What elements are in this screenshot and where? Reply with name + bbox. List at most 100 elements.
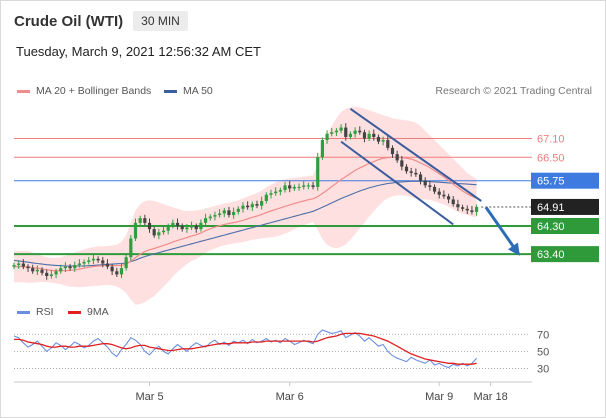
candle <box>302 185 306 187</box>
instrument-title: Crude Oil (WTI) <box>14 12 124 30</box>
candle <box>460 207 465 209</box>
candle <box>147 222 152 230</box>
candle <box>241 205 245 209</box>
rsi-line <box>13 329 478 369</box>
candle <box>246 205 250 208</box>
candle <box>199 222 203 230</box>
candle <box>213 215 217 217</box>
candle <box>470 210 474 212</box>
rsi-ma-swatch <box>68 310 81 314</box>
candle <box>110 266 114 272</box>
bollinger-band <box>14 106 477 305</box>
candle <box>87 260 91 262</box>
candle <box>442 194 446 197</box>
candle <box>101 260 105 264</box>
candle <box>418 174 423 181</box>
candle <box>390 147 395 155</box>
candle <box>143 218 147 223</box>
candle <box>456 204 460 208</box>
candle <box>175 222 180 226</box>
candle <box>423 180 427 186</box>
candle <box>73 265 77 269</box>
candle <box>451 199 455 205</box>
candle <box>339 127 343 131</box>
candle <box>17 263 21 266</box>
level-label-66.50: 66.50 <box>537 152 565 164</box>
candle <box>63 266 67 269</box>
candle <box>222 210 226 214</box>
candle <box>59 268 63 272</box>
ma20-line <box>14 156 477 272</box>
candle <box>49 274 53 276</box>
candle <box>119 268 124 275</box>
rsi-ma-line <box>14 332 477 365</box>
candle <box>348 133 353 137</box>
candle <box>189 226 194 228</box>
timeframe-badge[interactable]: 30 MIN <box>133 11 188 31</box>
level-tag-64.30 <box>531 218 599 234</box>
candle <box>161 230 166 233</box>
candle <box>264 194 268 201</box>
ma20-swatch <box>17 89 30 93</box>
legend-9ma: 9MA <box>68 306 109 318</box>
candle <box>171 222 175 226</box>
channel-line <box>349 107 482 202</box>
level-label-63.40: 63.40 <box>537 249 565 261</box>
candle <box>278 190 282 192</box>
candle <box>54 271 58 275</box>
level-tag-64.91 <box>531 198 599 215</box>
candle <box>358 130 362 133</box>
ma50-line <box>13 180 477 267</box>
forecast-arrow-head <box>508 242 520 256</box>
candle <box>12 265 16 267</box>
candle <box>437 191 441 195</box>
x-tick-label: Mar 9 <box>425 391 453 403</box>
chart-header: Crude Oil (WTI) 30 MIN <box>14 10 188 32</box>
candle <box>475 206 479 212</box>
candle <box>133 222 138 239</box>
ma50-swatch <box>164 89 177 93</box>
candle <box>157 232 161 236</box>
candle <box>250 204 254 208</box>
channel-line <box>340 140 454 226</box>
candle <box>395 154 399 161</box>
candle <box>166 226 170 231</box>
candle <box>362 132 367 139</box>
candle <box>31 268 35 272</box>
candle <box>320 140 324 158</box>
candle <box>208 216 212 219</box>
research-credit: Research © 2021 Trading Central <box>435 85 592 97</box>
candle <box>274 191 278 194</box>
candle <box>283 185 287 191</box>
candle <box>428 185 432 187</box>
candle <box>446 196 451 200</box>
candle <box>180 226 184 230</box>
x-tick-label: Mar 5 <box>135 391 163 403</box>
legend-ma20-label: MA 20 + Bollinger Bands <box>36 85 152 97</box>
candle <box>45 272 49 276</box>
candle <box>400 160 404 167</box>
candle <box>115 271 119 275</box>
candle <box>386 140 390 148</box>
legend-ma50-label: MA 50 <box>183 85 213 97</box>
candle <box>353 130 357 134</box>
candle <box>129 238 133 258</box>
candle <box>35 269 39 272</box>
candle <box>316 157 320 187</box>
candle <box>21 263 25 267</box>
x-tick-label: Mar 6 <box>276 391 304 403</box>
rsi-tick-label: 50 <box>537 346 549 358</box>
legend-rsi-label: RSI <box>36 306 54 318</box>
candle <box>218 213 222 216</box>
candle <box>325 133 329 141</box>
level-label-65.75: 65.75 <box>537 176 565 188</box>
candle <box>124 257 128 269</box>
rsi-swatch <box>17 310 30 314</box>
candle <box>255 204 259 206</box>
level-label-64.30: 64.30 <box>537 221 565 233</box>
candle <box>376 136 381 142</box>
candle <box>409 171 413 173</box>
candle <box>465 208 469 211</box>
candle <box>334 130 339 133</box>
candle <box>260 201 264 206</box>
